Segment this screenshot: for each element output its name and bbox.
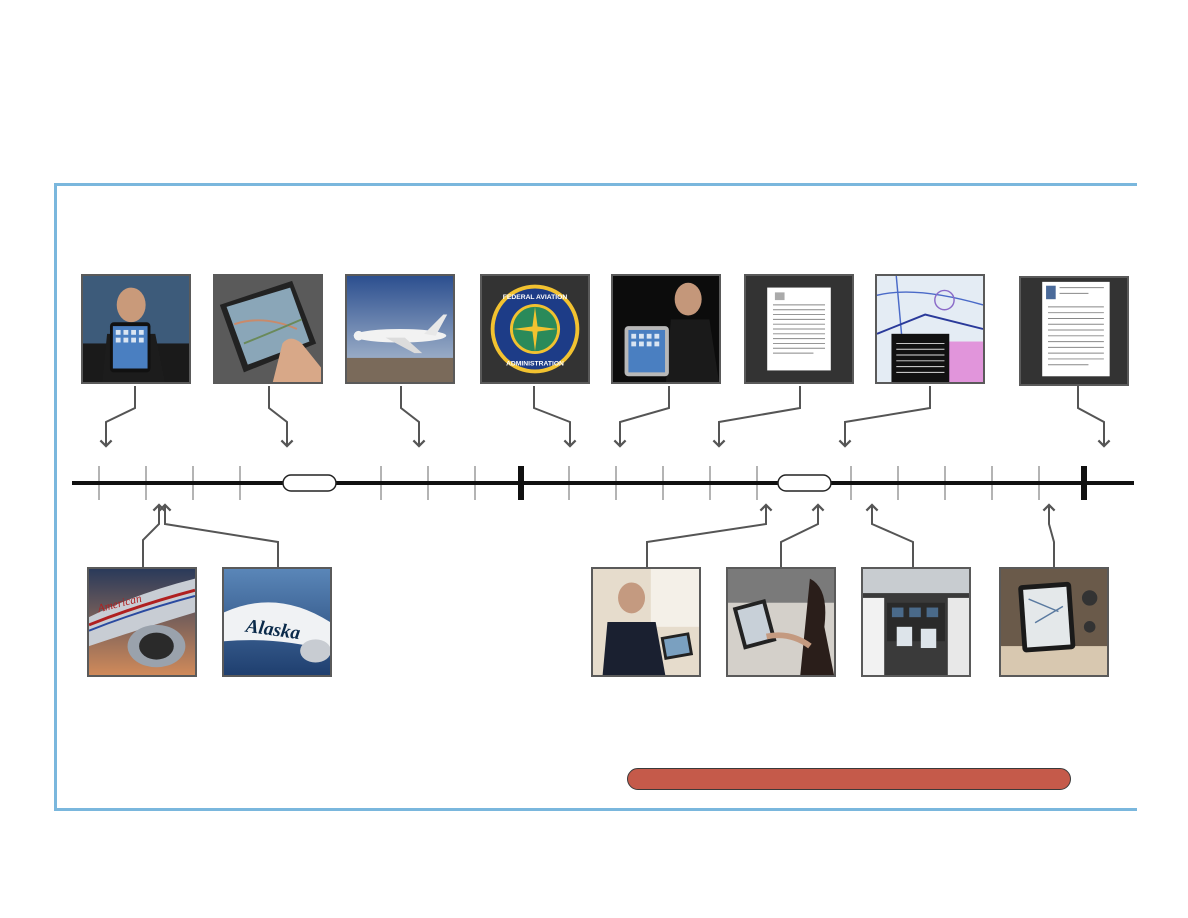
connector-ipad-chart-use bbox=[268, 386, 294, 448]
connector-chart-display bbox=[838, 386, 931, 448]
photo-faa-document bbox=[744, 274, 854, 384]
connector-ipad-announcement bbox=[99, 386, 136, 448]
slide-frame bbox=[54, 183, 1137, 811]
photo-alaska-airlines: Alaska bbox=[222, 567, 332, 677]
connector-american-airlines bbox=[142, 503, 166, 567]
photo-steve-jobs-ipad-image bbox=[83, 276, 189, 382]
connector-faa-authorization bbox=[533, 386, 577, 448]
photo-crew-member-ipad bbox=[726, 567, 836, 677]
photo-aeronautical-chart bbox=[875, 274, 985, 384]
connector-faa-guidance bbox=[1077, 386, 1111, 448]
photo-ipad-chart-hand-image bbox=[215, 276, 321, 382]
connector-pilot-with-ipad bbox=[646, 503, 773, 567]
connector-business-jet bbox=[400, 386, 426, 448]
annotation-bar bbox=[627, 768, 1071, 790]
document-icon-2 bbox=[1021, 278, 1127, 384]
connector-crew-with-ipad bbox=[780, 503, 825, 567]
connector-cockpit-ipads bbox=[865, 503, 914, 567]
year-marker-1 bbox=[518, 466, 524, 500]
svg-text:ADMINISTRATION: ADMINISTRATION bbox=[506, 361, 564, 368]
photo-steve-jobs-ipad bbox=[81, 274, 191, 384]
connector-alaska-airlines bbox=[158, 503, 279, 567]
photo-ipad-in-cockpit-image bbox=[1001, 569, 1107, 675]
connector-faa-document bbox=[712, 386, 801, 448]
photo-steve-jobs-ipad-2-image bbox=[613, 276, 719, 382]
connector-ipad-in-cockpit bbox=[1042, 503, 1056, 567]
photo-business-jet bbox=[345, 274, 455, 384]
photo-ipad-chart-hand bbox=[213, 274, 323, 384]
photo-cockpit-pilots-ipads-image bbox=[863, 569, 969, 675]
svg-text:FEDERAL AVIATION: FEDERAL AVIATION bbox=[503, 294, 568, 301]
photo-business-jet-image bbox=[347, 276, 453, 382]
photo-american-airlines-image: American bbox=[89, 569, 195, 675]
timeline-break-1 bbox=[282, 474, 337, 492]
photo-cockpit-pilots-ipads bbox=[861, 567, 971, 677]
year-marker-2 bbox=[1081, 466, 1087, 500]
chart-map-icon bbox=[877, 276, 983, 382]
photo-pilot-with-ipad-image bbox=[593, 569, 699, 675]
photo-steve-jobs-ipad-2 bbox=[611, 274, 721, 384]
timeline-break-2 bbox=[777, 474, 832, 492]
faa-seal-icon: FEDERAL AVIATION ADMINISTRATION bbox=[482, 276, 588, 382]
photo-faa-guidance-document bbox=[1019, 276, 1129, 386]
photo-crew-member-ipad-image bbox=[728, 569, 834, 675]
photo-american-airlines: American bbox=[87, 567, 197, 677]
photo-pilot-with-ipad bbox=[591, 567, 701, 677]
photo-faa-seal: FEDERAL AVIATION ADMINISTRATION bbox=[480, 274, 590, 384]
connector-ipad-2-announcement bbox=[613, 386, 670, 448]
photo-alaska-airlines-image: Alaska bbox=[224, 569, 330, 675]
photo-ipad-in-cockpit bbox=[999, 567, 1109, 677]
document-icon bbox=[746, 276, 852, 382]
